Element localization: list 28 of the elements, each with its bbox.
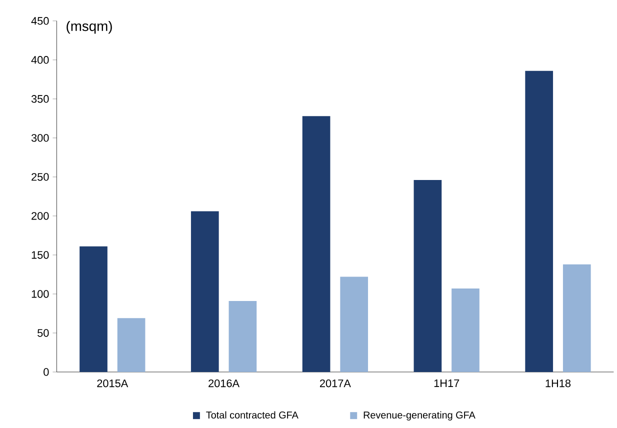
legend-label: Total contracted GFA (206, 411, 298, 419)
y-tick-label: 300 (31, 134, 49, 142)
x-tick-label: 1H18 (546, 380, 571, 388)
bar (452, 288, 480, 372)
bar (525, 70, 554, 372)
bar (80, 246, 108, 372)
y-tick-label: 250 (32, 173, 49, 181)
bar (414, 180, 442, 372)
y-tick-label: 200 (32, 212, 49, 220)
x-tick-label: 2016A (208, 380, 240, 388)
bar (562, 264, 591, 372)
y-axis-title: (msqm) (66, 21, 112, 34)
y-tick-label: 450 (31, 17, 49, 25)
y-tick-label: 0 (44, 368, 49, 376)
y-tick-label: 350 (31, 95, 49, 103)
y-tick-label: 400 (31, 56, 49, 64)
bar (117, 318, 146, 372)
y-tick-label: 150 (32, 251, 49, 259)
bar (340, 276, 368, 372)
y-tick-label: 50 (38, 329, 49, 337)
bar (228, 301, 257, 372)
y-tick-label: 100 (32, 290, 49, 298)
bar (302, 116, 330, 372)
bar (190, 211, 219, 372)
x-tick-label: 1H17 (434, 380, 460, 388)
x-tick-label: 2017A (320, 380, 351, 388)
legend-label: Revenue-generating GFA (364, 411, 476, 421)
x-tick-label: 2015A (97, 380, 128, 388)
